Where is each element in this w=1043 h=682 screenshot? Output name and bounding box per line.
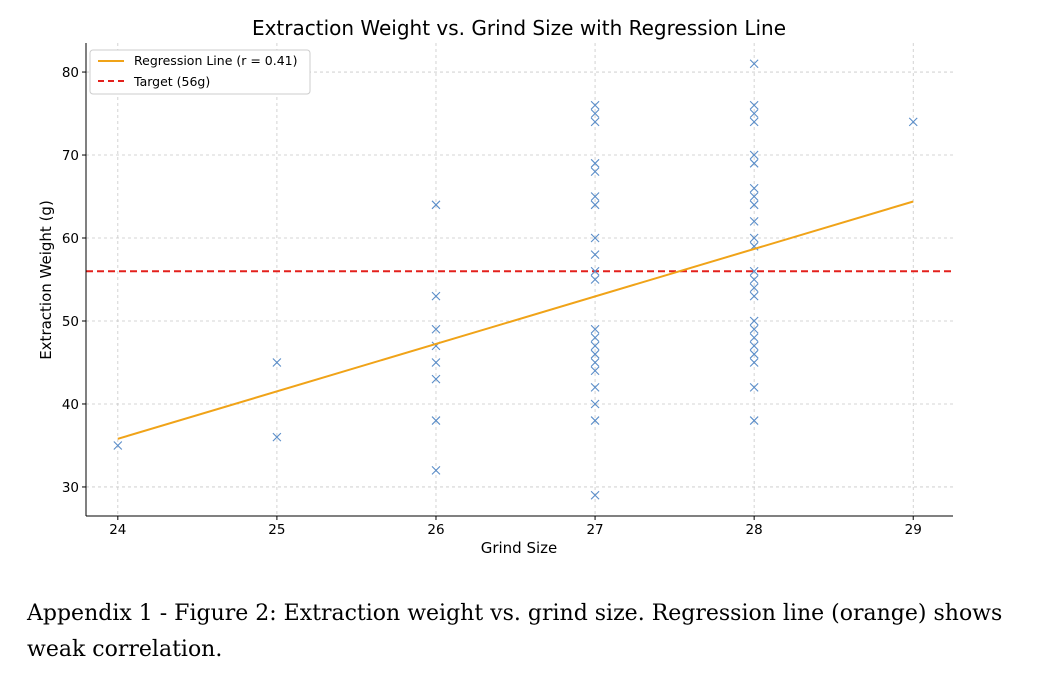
scatter-chart: Extraction Weight vs. Grind Size with Re… (0, 0, 1043, 590)
legend-target-label: Target (56g) (133, 74, 210, 89)
data-point (591, 276, 599, 284)
data-point (750, 276, 758, 284)
y-tick-label: 50 (62, 314, 79, 330)
regression-segment (118, 201, 913, 438)
data-point (750, 317, 758, 325)
data-point (750, 60, 758, 68)
x-tick-label: 27 (586, 522, 603, 538)
data-point (591, 168, 599, 176)
data-point (273, 358, 281, 366)
y-tick-labels: 30 40 50 60 70 80 (62, 65, 86, 496)
data-point (591, 383, 599, 391)
data-point (591, 334, 599, 342)
y-tick-label: 30 (62, 480, 79, 496)
data-point (591, 101, 599, 109)
x-tick-label: 25 (268, 522, 285, 538)
y-tick-label: 80 (62, 65, 79, 81)
x-tick-labels: 24 25 26 27 28 29 (109, 516, 922, 538)
data-point (909, 118, 917, 126)
data-points (114, 60, 917, 500)
data-point (591, 251, 599, 259)
data-point (750, 184, 758, 192)
figure-caption: Appendix 1 - Figure 2: Extraction weight… (27, 596, 1017, 668)
data-point (750, 118, 758, 126)
legend-regression-label: Regression Line (r = 0.41) (134, 53, 298, 68)
x-axis-label: Grind Size (481, 539, 558, 557)
axes (86, 43, 953, 516)
data-point (750, 292, 758, 300)
y-axis-label: Extraction Weight (g) (37, 200, 55, 360)
chart-title: Extraction Weight vs. Grind Size with Re… (252, 16, 786, 40)
data-point (750, 383, 758, 391)
grid-lines (86, 43, 953, 516)
data-point (750, 334, 758, 342)
regression-line (118, 201, 913, 438)
data-point (591, 118, 599, 126)
data-point (750, 101, 758, 109)
data-point (114, 441, 122, 449)
data-point (750, 358, 758, 366)
data-point (432, 466, 440, 474)
x-tick-label: 28 (746, 522, 763, 538)
data-point (591, 159, 599, 167)
data-point (591, 358, 599, 366)
y-tick-label: 60 (62, 231, 79, 247)
y-tick-label: 40 (62, 397, 79, 413)
data-point (432, 292, 440, 300)
x-tick-label: 29 (905, 522, 922, 538)
data-point (432, 358, 440, 366)
data-point (750, 159, 758, 167)
legend: Regression Line (r = 0.41) Target (56g) (90, 50, 310, 94)
data-point (591, 491, 599, 499)
x-tick-label: 26 (427, 522, 444, 538)
y-tick-label: 70 (62, 148, 79, 164)
x-tick-label: 24 (109, 522, 126, 538)
